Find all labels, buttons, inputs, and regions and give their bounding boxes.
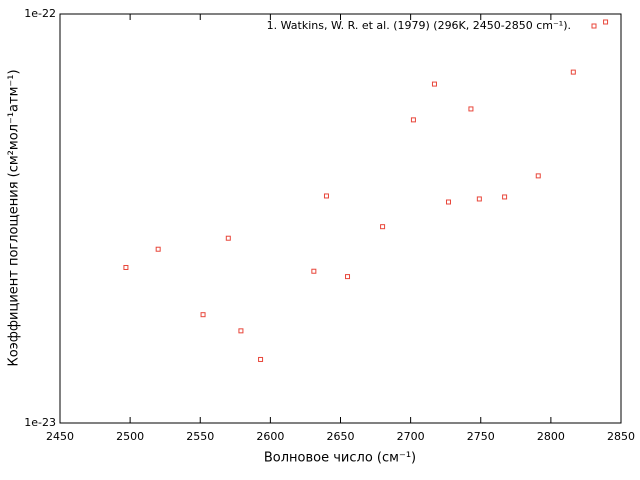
x-tick-label: 2700 xyxy=(397,430,425,443)
point xyxy=(535,173,541,179)
point xyxy=(603,19,609,25)
point xyxy=(238,328,244,334)
legend-marker xyxy=(591,23,597,29)
y-tick-label: 1e-22 xyxy=(24,7,56,20)
y-axis-label: Коэффициент поглощения (см²мол⁻¹атм⁻¹) xyxy=(7,69,22,366)
point xyxy=(345,274,351,280)
point xyxy=(123,264,129,270)
x-axis-label: Волновое число (см⁻¹) xyxy=(264,451,416,466)
x-tick-label: 2550 xyxy=(186,430,214,443)
point xyxy=(380,224,386,230)
x-tick-label: 2850 xyxy=(607,430,635,443)
x-tick-label: 2450 xyxy=(46,430,74,443)
legend-label: 1. Watkins, W. R. et al. (1979) (296K, 2… xyxy=(267,19,571,32)
point xyxy=(225,235,231,241)
point xyxy=(476,196,482,202)
point xyxy=(258,356,264,362)
x-tick-label: 2650 xyxy=(327,430,355,443)
point xyxy=(468,106,474,112)
point xyxy=(445,199,451,205)
x-tick-label: 2500 xyxy=(116,430,144,443)
point xyxy=(323,193,329,199)
x-tick-label: 2800 xyxy=(537,430,565,443)
point xyxy=(570,69,576,75)
point xyxy=(431,81,437,87)
plot-frame xyxy=(59,13,622,424)
point xyxy=(502,194,508,200)
point xyxy=(155,246,161,252)
point xyxy=(410,117,416,123)
x-tick-label: 2600 xyxy=(256,430,284,443)
point xyxy=(200,312,206,318)
point xyxy=(311,268,317,274)
x-tick-label: 2750 xyxy=(467,430,495,443)
y-tick-label: 1e-23 xyxy=(24,416,56,429)
